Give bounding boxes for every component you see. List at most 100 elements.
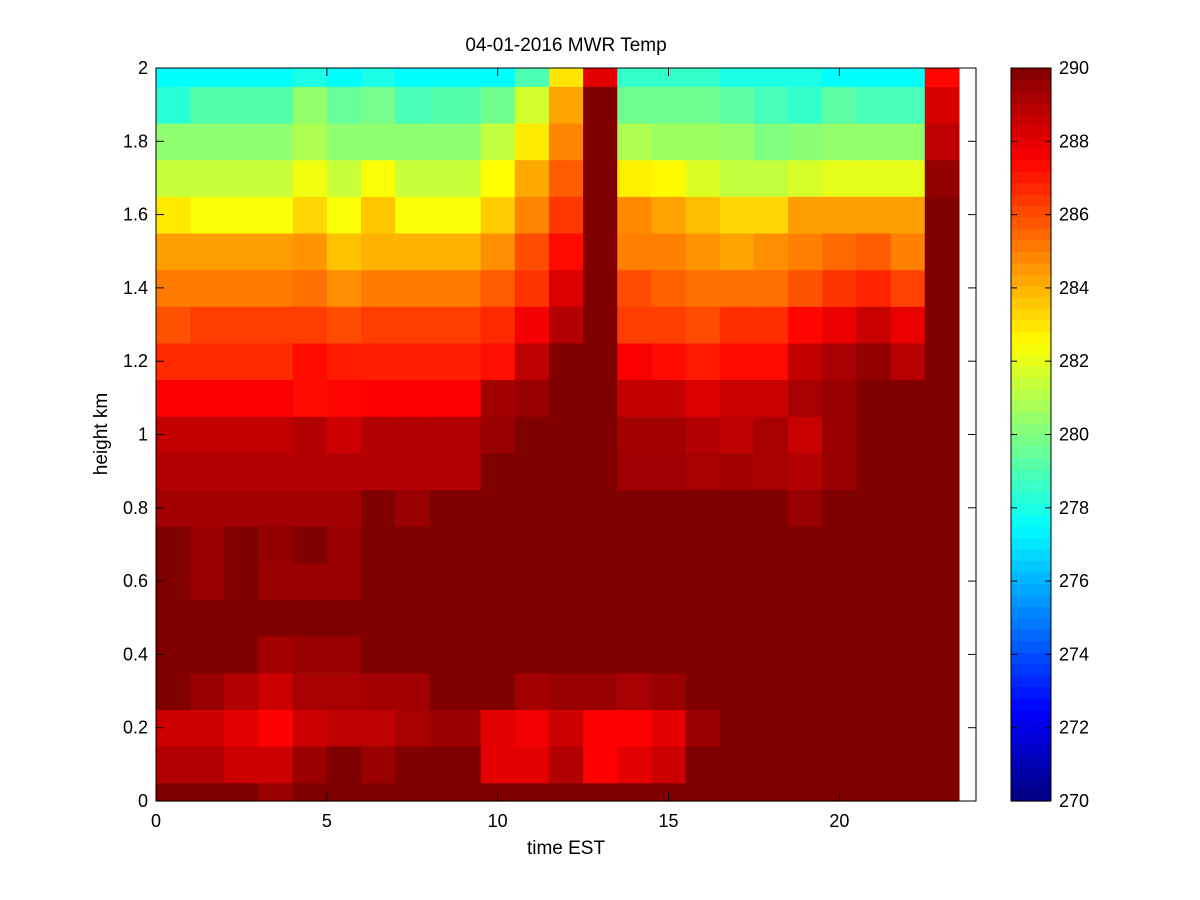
colorbar-segment [1011, 652, 1051, 665]
heatmap-cell [361, 416, 396, 454]
heatmap-cell [651, 232, 687, 271]
heatmap-cell [258, 672, 294, 710]
heatmap-cell [258, 68, 294, 87]
heatmap-cell [548, 122, 584, 161]
heatmap-cell [224, 122, 260, 161]
heatmap-cell [361, 306, 396, 344]
heatmap-cell [429, 232, 482, 271]
heatmap-cell [719, 342, 755, 381]
heatmap-cell [326, 599, 362, 637]
heatmap-cell [788, 599, 823, 637]
colorbar-segment [1011, 755, 1051, 768]
heatmap-cell [788, 746, 823, 784]
heatmap-cell [548, 636, 584, 674]
heatmap-cell [924, 306, 960, 344]
colorbar-segment [1011, 388, 1051, 401]
heatmap-cell [583, 232, 618, 271]
heatmap-cell [685, 122, 721, 161]
heatmap-cell [395, 269, 430, 307]
heatmap-cell [685, 526, 721, 564]
heatmap-cell [822, 232, 858, 271]
colorbar-segment [1011, 297, 1051, 310]
heatmap-cell [361, 489, 396, 527]
heatmap-cell [190, 709, 225, 747]
heatmap-cell [548, 86, 584, 124]
heatmap-cell [190, 562, 225, 601]
heatmap-cell [429, 672, 482, 710]
y-tick-label: 1.6 [123, 205, 148, 225]
colorbar-segment [1011, 537, 1051, 550]
colorbar-segment [1011, 457, 1051, 470]
heatmap-cell [822, 342, 858, 381]
heatmap-cell [292, 746, 328, 784]
heatmap-cell [548, 746, 584, 784]
heatmap-cell [292, 562, 328, 601]
heatmap-cell [514, 159, 550, 197]
colorbar-segment [1011, 365, 1051, 378]
heatmap-cell [480, 526, 516, 564]
heatmap-cell [788, 306, 823, 344]
heatmap-cell [480, 122, 516, 161]
heatmap-cell [548, 232, 584, 271]
heatmap-cell [429, 526, 482, 564]
heatmap-cell [224, 526, 260, 564]
colorbar-segment [1011, 560, 1051, 573]
x-tick-label: 5 [322, 811, 332, 831]
heatmap-cell [924, 86, 960, 124]
heatmap-cell [822, 562, 858, 601]
colorbar-tick-label: 274 [1059, 644, 1089, 664]
heatmap-cell [258, 562, 294, 601]
heatmap-cell [651, 672, 687, 710]
heatmap-cell [685, 379, 721, 417]
heatmap-cell [822, 416, 858, 454]
heatmap-cell [395, 599, 430, 637]
heatmap-cell [480, 599, 516, 637]
colorbar-tick-label: 288 [1059, 131, 1089, 151]
heatmap-cell [224, 86, 260, 124]
heatmap-cell [224, 232, 260, 271]
heatmap-cell [617, 306, 653, 344]
colorbar-segment [1011, 480, 1051, 493]
heatmap-cell [753, 452, 789, 491]
heatmap-cell [890, 68, 926, 87]
heatmap-cell [326, 269, 362, 307]
heatmap-cell [822, 782, 858, 802]
heatmap-cell [651, 306, 687, 344]
heatmap-cell [480, 416, 516, 454]
heatmap-cell [617, 232, 653, 271]
heatmap-cell [788, 86, 823, 124]
heatmap-cell [617, 489, 653, 527]
heatmap-cell [822, 68, 858, 87]
heatmap-cell [480, 86, 516, 124]
heatmap-cell [361, 269, 396, 307]
heatmap-cell [395, 416, 430, 454]
heatmap-cell [856, 86, 892, 124]
heatmap-cell [258, 306, 294, 344]
colorbar-segment [1011, 663, 1051, 676]
heatmap-cell [719, 782, 755, 802]
heatmap-cell [788, 342, 823, 381]
heatmap-cell [822, 379, 858, 417]
heatmap-cell [753, 86, 789, 124]
heatmap-cell [292, 159, 328, 197]
heatmap-cell [856, 489, 892, 527]
heatmap-cell [548, 562, 584, 601]
heatmap-cell [395, 196, 430, 234]
heatmap-cell [326, 672, 362, 710]
heatmap-cell [514, 709, 550, 747]
heatmap-cell [429, 342, 482, 381]
colorbar-tick-label: 282 [1059, 351, 1089, 371]
heatmap-cell [258, 196, 294, 234]
heatmap-cell [548, 599, 584, 637]
colorbar-segment [1011, 549, 1051, 562]
heatmap-cell [890, 306, 926, 344]
heatmap-cell [719, 746, 755, 784]
heatmap-cell [753, 68, 789, 87]
heatmap-cell [890, 159, 926, 197]
heatmap-cell [514, 562, 550, 601]
heatmap-cell [651, 379, 687, 417]
heatmap-cell [548, 672, 584, 710]
heatmap-cell [292, 196, 328, 234]
heatmap-cell [361, 782, 396, 802]
heatmap-cell [548, 196, 584, 234]
